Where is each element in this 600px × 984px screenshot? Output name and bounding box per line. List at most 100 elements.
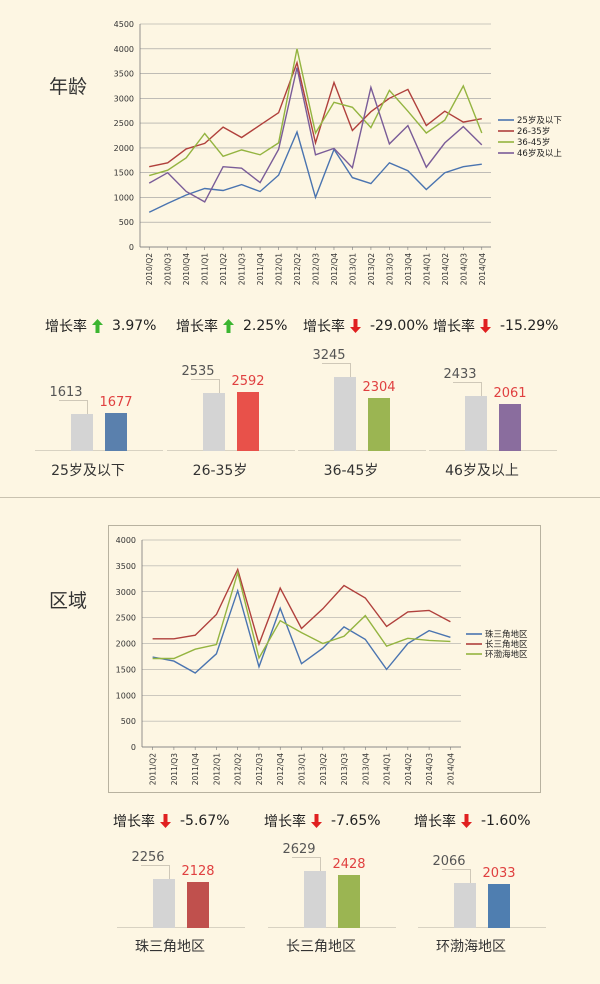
x-tick-label: 2011/Q3 <box>238 253 247 286</box>
y-tick-label: 3000 <box>116 588 136 597</box>
x-tick-label: 2012/Q3 <box>312 253 321 286</box>
value-current: 2428 <box>332 857 366 873</box>
value-previous: 2256 <box>131 850 165 866</box>
bar-current <box>105 412 127 451</box>
x-tick-label: 2013/Q4 <box>404 253 413 286</box>
value-previous: 2433 <box>443 366 477 382</box>
growth-rate-value: -7.65% <box>331 813 381 829</box>
growth-rate-label: 增长率 <box>414 814 456 830</box>
y-tick-label: 1500 <box>114 169 134 178</box>
growth-rate: 增长率 -1.60% <box>414 811 531 831</box>
growth-rate: 增长率 2.25% <box>176 316 287 336</box>
x-tick-label: 2013/Q4 <box>361 753 370 786</box>
y-tick-label: 1000 <box>114 193 134 202</box>
value-previous: 3245 <box>312 348 346 363</box>
value-previous: 2535 <box>181 364 215 380</box>
mini-bar-baseline <box>298 450 426 451</box>
series-line <box>152 567 451 647</box>
mini-bar-baseline <box>418 927 546 928</box>
growth-rate-label: 增长率 <box>113 814 155 830</box>
y-tick-label: 1500 <box>116 665 136 674</box>
bar-previous <box>153 879 175 928</box>
mini-bar-baseline <box>268 927 396 928</box>
y-tick-label: 3500 <box>116 562 136 571</box>
mini-bar-chart: 2433 2061 <box>429 351 557 451</box>
line-chart-age: 0 500 1000 1500 2000 2500 3000 3500 4000 4500 2010… <box>100 14 570 304</box>
x-tick-label: 2013/Q1 <box>298 753 307 786</box>
category-label: 珠三角地区 <box>135 939 205 955</box>
legend-label: 46岁及以上 <box>517 148 562 159</box>
growth-rate-value: 3.97% <box>112 318 157 334</box>
category-label: 36-45岁 <box>323 463 379 479</box>
mini-bar-chart: 2535 2592 <box>167 351 295 451</box>
growth-rate-value: -15.29% <box>500 318 559 334</box>
y-tick-label: 4500 <box>114 20 134 29</box>
bar-previous <box>203 393 225 451</box>
growth-rate-label: 增长率 <box>264 814 306 830</box>
value-current: 2061 <box>493 386 527 402</box>
arrow-down-icon <box>461 814 472 828</box>
growth-rate-value: -5.67% <box>180 813 230 829</box>
x-tick-label: 2012/Q2 <box>293 253 302 286</box>
x-tick-label: 2010/Q4 <box>182 253 191 286</box>
x-tick-label: 2012/Q4 <box>276 753 285 786</box>
section-title-region: 区域 <box>49 590 88 612</box>
y-tick-label: 0 <box>131 743 136 752</box>
value-previous: 2629 <box>282 842 316 857</box>
x-tick-label: 2012/Q1 <box>275 253 284 286</box>
line-chart-region-svg: 0 500 1000 1500 2000 2500 3000 3500 4000 2011/Q2 2… <box>116 536 528 786</box>
mini-bar-chart: 2066 2033 <box>418 828 546 928</box>
bar-current <box>338 875 360 928</box>
category-label: 46岁及以上 <box>445 463 519 479</box>
x-tick-label: 2014/Q3 <box>425 753 434 786</box>
arrow-down-icon <box>480 319 491 333</box>
x-tick-label: 2013/Q2 <box>367 253 376 286</box>
arrow-up-icon <box>92 319 103 333</box>
value-current: 2033 <box>482 865 516 881</box>
y-tick-label: 500 <box>121 717 136 726</box>
section-title-age: 年龄 <box>49 76 88 98</box>
x-tick-label: 2014/Q1 <box>383 753 392 786</box>
arrow-up-icon <box>223 319 234 333</box>
mini-bar-baseline <box>429 450 557 451</box>
y-tick-label: 1000 <box>116 691 136 700</box>
x-tick-label: 2014/Q4 <box>478 253 487 286</box>
value-previous: 1613 <box>49 385 83 401</box>
mini-bar-baseline <box>167 450 295 451</box>
mini-bar-chart: 3245 2304 <box>298 348 426 451</box>
category-label: 环渤海地区 <box>436 939 506 955</box>
y-tick-label: 0 <box>129 243 134 252</box>
bar-current <box>237 391 259 451</box>
series-line <box>148 67 483 203</box>
legend-label: 环渤海地区 <box>485 649 528 660</box>
x-tick-label: 2011/Q1 <box>201 253 210 286</box>
x-tick-label: 2014/Q2 <box>441 253 450 286</box>
mini-bar-baseline <box>117 927 245 928</box>
value-previous: 2066 <box>432 854 466 870</box>
x-tick-label: 2013/Q3 <box>340 753 349 786</box>
line-chart-region: 0 500 1000 1500 2000 2500 3000 3500 4000 2011/Q2 2… <box>108 525 541 793</box>
arrow-down-icon <box>350 319 361 333</box>
growth-rate: 增长率 -15.29% <box>433 316 558 336</box>
x-tick-label: 2014/Q4 <box>446 753 455 786</box>
x-tick-label: 2011/Q2 <box>219 253 228 286</box>
x-tick-label: 2014/Q1 <box>422 253 431 286</box>
series-line <box>148 129 482 213</box>
x-tick-label: 2011/Q4 <box>191 753 200 786</box>
arrow-down-icon <box>160 814 171 828</box>
leader-line <box>453 381 482 396</box>
mini-bar-chart: 2629 2428 <box>268 828 396 928</box>
growth-rate-label: 增长率 <box>45 319 87 335</box>
y-tick-label: 4000 <box>116 536 136 545</box>
leader-line <box>442 869 471 884</box>
x-tick-label: 2010/Q2 <box>145 253 154 286</box>
series-line <box>152 569 451 660</box>
leader-line <box>191 379 220 394</box>
value-current: 1677 <box>99 394 133 410</box>
bar-previous <box>71 414 93 451</box>
line-chart-age-svg: 0 500 1000 1500 2000 2500 3000 3500 4000 4500 2010… <box>114 20 563 286</box>
y-tick-label: 2000 <box>114 144 134 153</box>
leader-line <box>322 363 351 377</box>
legend-label: 25岁及以下 <box>517 115 562 126</box>
category-label: 25岁及以下 <box>51 463 125 479</box>
